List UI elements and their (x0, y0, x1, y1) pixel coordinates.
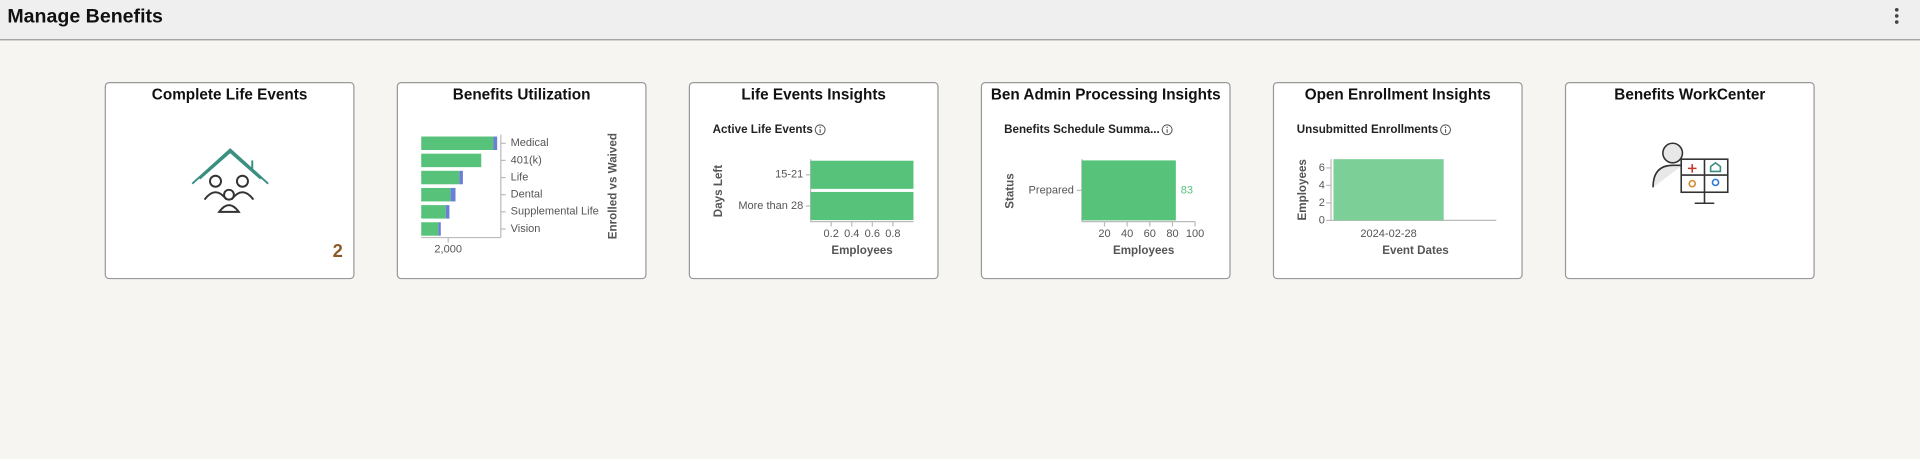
bar (438, 222, 441, 236)
data-label: 83 (1181, 184, 1193, 196)
info-icon (1161, 124, 1173, 136)
y-tick-label: Medical (511, 137, 549, 149)
y-axis-title: Employees (1296, 159, 1309, 220)
x-axis-title: Employees (831, 244, 892, 257)
x-tick-label: 80 (1166, 228, 1178, 240)
info-icon (814, 124, 826, 136)
y-tick-label: More than 28 (738, 200, 803, 212)
bar (1333, 159, 1444, 221)
y-tick-label: 4 (1319, 179, 1325, 191)
y-tick-label: 2 (1319, 197, 1325, 209)
y-tick-label: Life (511, 171, 529, 183)
tile-title: Benefits Utilization (453, 87, 591, 104)
page-content: Manage Benefits Complete Life Events 2 B… (0, 0, 1920, 280)
x-tick-label: 0.6 (865, 228, 880, 240)
workcenter-icon (1652, 142, 1729, 205)
x-tick-label: 2,000 (434, 244, 462, 256)
y-tick-label: 401(k) (511, 154, 542, 166)
bar (810, 160, 914, 189)
bar (810, 191, 914, 221)
x-tick-label: 60 (1144, 228, 1156, 240)
page-title: Manage Benefits (7, 5, 163, 27)
bar (1081, 160, 1176, 221)
x-tick-label: 2024-02-28 (1360, 228, 1416, 240)
tile-title: Life Events Insights (741, 87, 886, 104)
bar (421, 205, 446, 219)
y-tick-label: 15-21 (775, 169, 803, 181)
bar (421, 222, 439, 236)
chart-subtitle: Unsubmitted Enrollments (1297, 123, 1438, 136)
info-icon-dot (1166, 126, 1168, 129)
menu-button[interactable] (1894, 7, 1899, 24)
bar (459, 170, 463, 185)
chart-subtitle: Benefits Schedule Summa... (1004, 123, 1160, 136)
y-tick-label: Vision (511, 223, 541, 235)
bar (450, 187, 456, 202)
tile-count: 2 (333, 240, 343, 261)
info-icon-dot (1444, 126, 1447, 129)
info-icon (1440, 124, 1451, 136)
tile[interactable]: Benefits Utilization (396, 82, 647, 280)
x-tick-label: 0.8 (885, 228, 900, 240)
tile-title: Open Enrollment Insights (1305, 87, 1491, 104)
x-axis-title: Event Dates (1382, 244, 1449, 257)
y-axis-title: Enrolled vs Waived (607, 133, 620, 239)
x-axis-title: Employees (1113, 244, 1174, 257)
bar (421, 153, 482, 168)
x-tick-label: 0.4 (844, 228, 859, 240)
x-tick-label: 40 (1121, 228, 1133, 240)
x-tick-label: 100 (1186, 228, 1204, 240)
x-tick-label: 0.2 (824, 228, 839, 240)
bar (421, 136, 494, 151)
tile-title: Benefits WorkCenter (1614, 87, 1765, 104)
tile[interactable]: Benefits WorkCenter (1564, 82, 1815, 280)
tile-title: Complete Life Events (152, 87, 308, 104)
life-events-icon (191, 148, 269, 213)
y-tick-label: Dental (511, 189, 543, 201)
y-tick-label: Prepared (1029, 184, 1074, 196)
chart-subtitle: Active Life Events (713, 123, 813, 136)
y-axis-title: Status (1003, 173, 1016, 209)
y-axis-title: Days Left (712, 165, 725, 217)
info-icon-dot (819, 126, 821, 129)
y-tick-label: Supplemental Life (511, 206, 599, 218)
tile-title: Ben Admin Processing Insights (991, 87, 1221, 104)
header-bar (0, 0, 1920, 40)
x-tick-label: 20 (1098, 228, 1110, 240)
bar (421, 170, 460, 185)
y-tick-label: 0 (1319, 214, 1325, 226)
y-tick-label: 6 (1319, 162, 1325, 174)
tile[interactable]: Complete Life Events 2 (104, 82, 355, 280)
bar (493, 136, 498, 151)
bar (445, 205, 450, 219)
bar (421, 187, 451, 202)
